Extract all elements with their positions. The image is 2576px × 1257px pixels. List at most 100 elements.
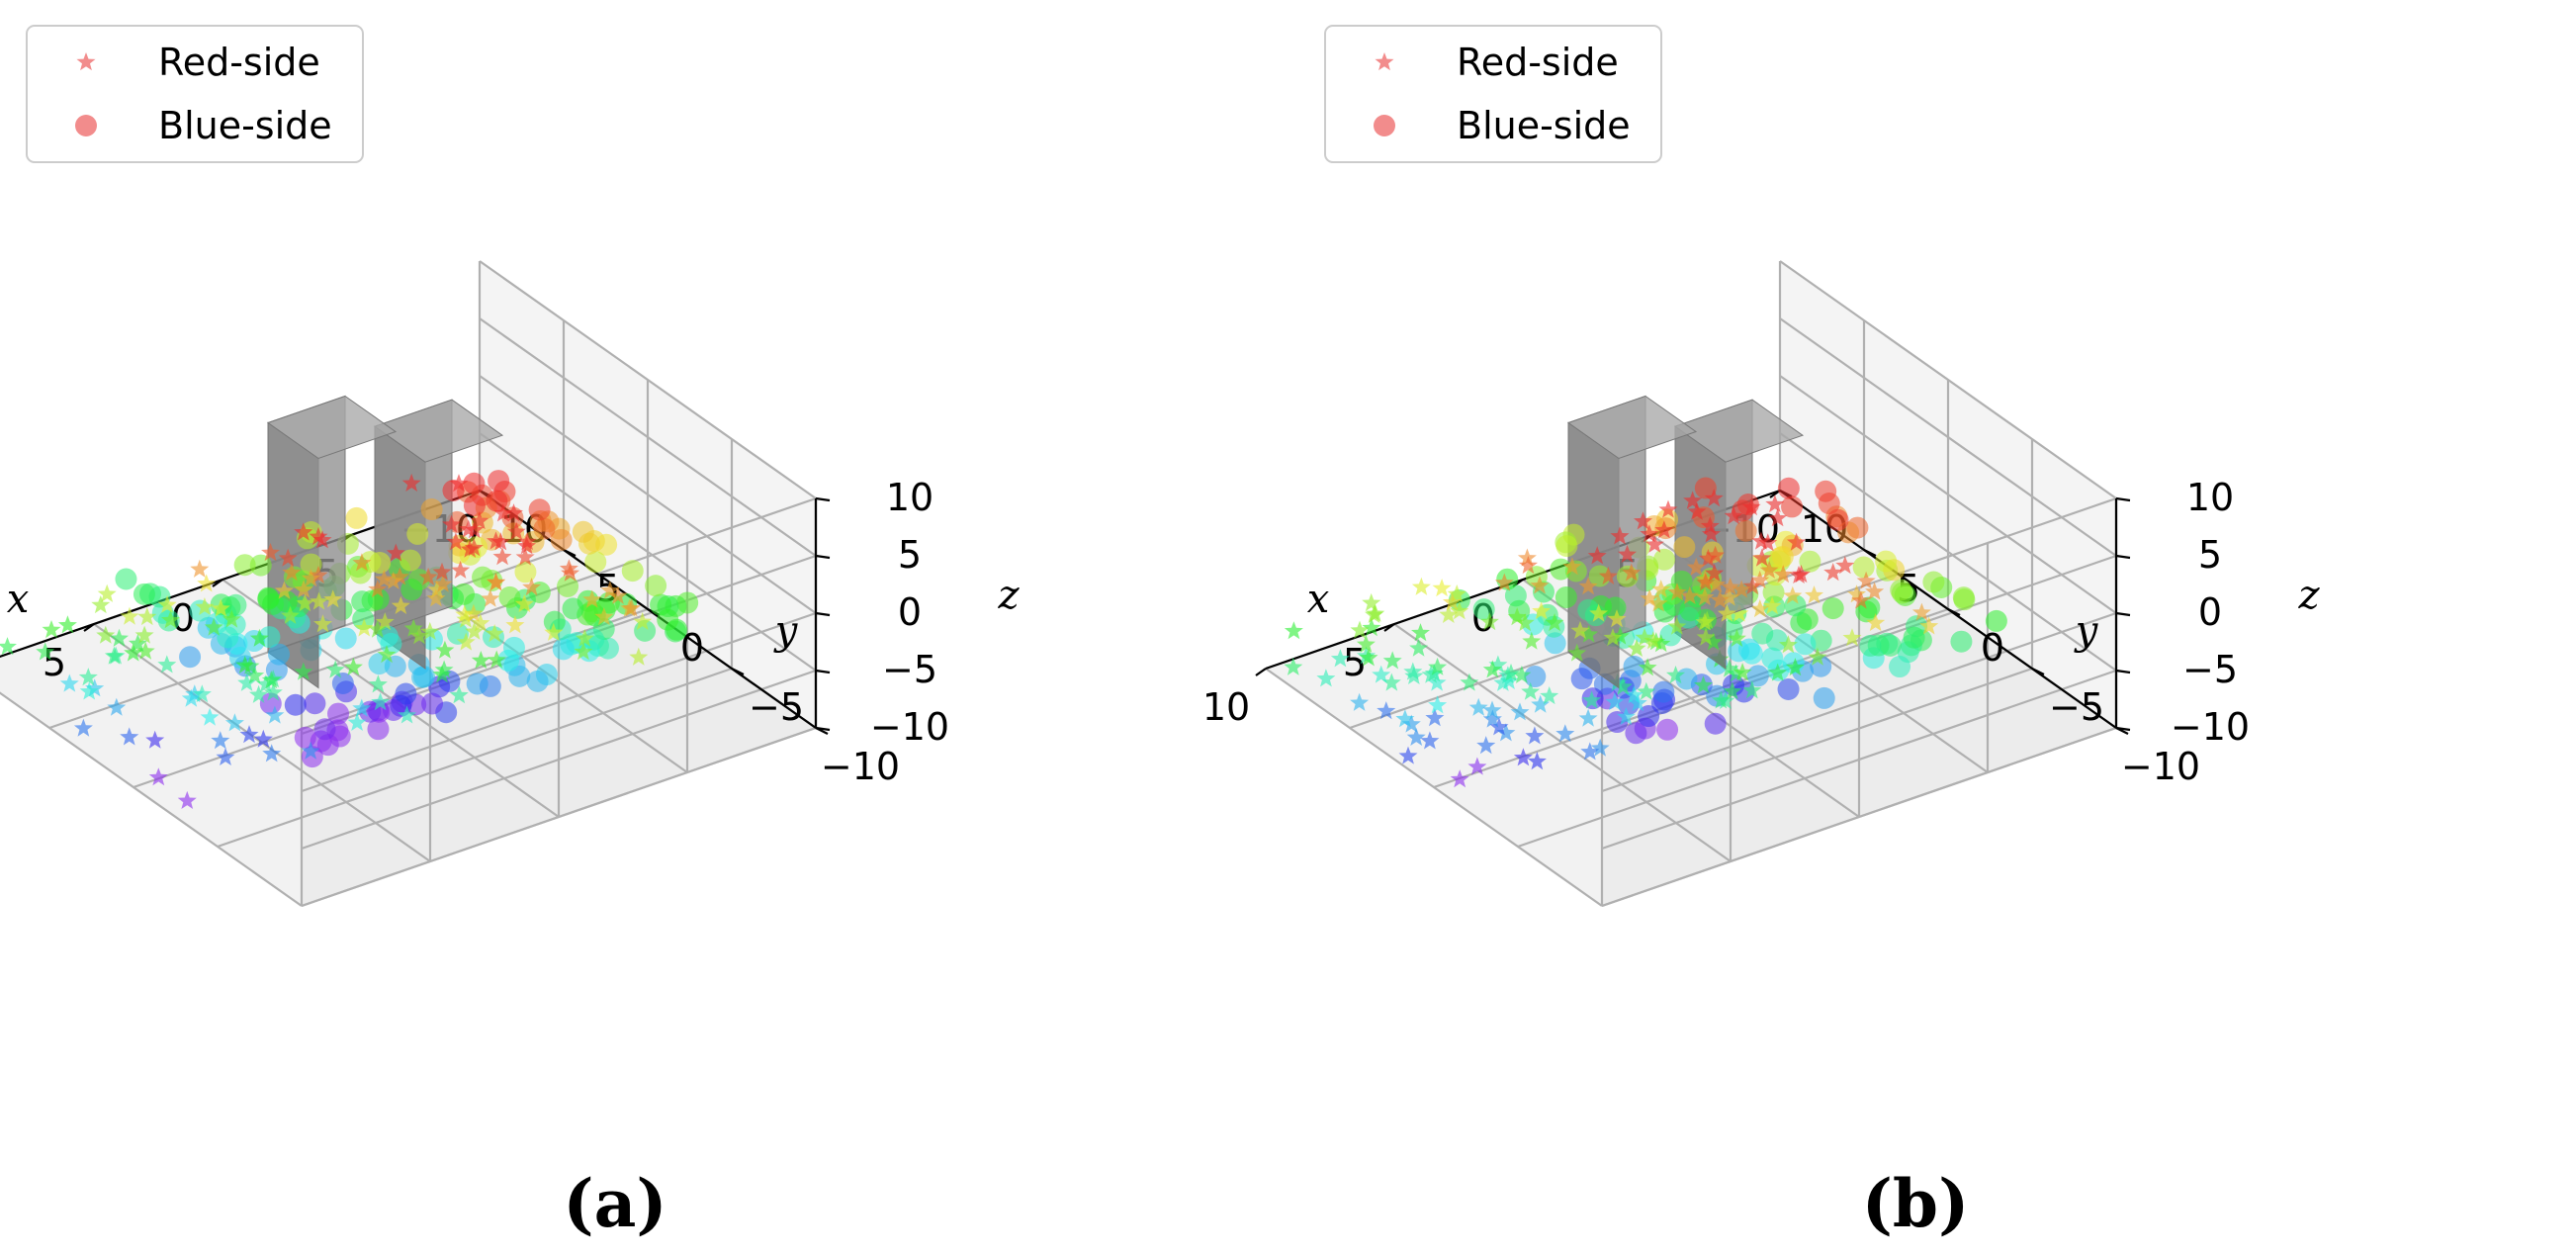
z-tick-mark [2115, 496, 2131, 502]
red-side-point [1666, 666, 1685, 684]
legend-marker [1375, 52, 1394, 71]
red-side-point [1578, 577, 1598, 595]
y-axis-label: y [773, 608, 799, 654]
blue-side-point [497, 649, 520, 672]
red-side-point [1742, 577, 1762, 595]
blue-side-point [1673, 536, 1696, 559]
red-side-point [1695, 612, 1715, 631]
red-side-point [1567, 643, 1587, 662]
red-side-point [1587, 546, 1607, 565]
blue-side-point [257, 587, 280, 610]
red-side-point [559, 559, 578, 578]
z-tick-label: 0 [2198, 590, 2222, 634]
blue-side-point [1813, 686, 1835, 709]
red-side-point [282, 563, 302, 582]
red-side-point [1382, 651, 1402, 670]
legend: Red-side Blue-side [26, 25, 364, 163]
red-side-point [449, 474, 469, 493]
blue-side-point [420, 498, 443, 521]
y-tick-label: −10 [821, 745, 900, 788]
red-side-point [263, 682, 283, 701]
blue-side-point [1952, 586, 1975, 609]
blue-side-point [1903, 626, 1925, 649]
red-side-point [1648, 593, 1668, 612]
red-side-point [1643, 631, 1663, 650]
red-side-point [1752, 548, 1772, 567]
red-side-point [1411, 577, 1431, 595]
red-side-point [1517, 548, 1537, 567]
red-side-point [1835, 556, 1855, 575]
red-side-point [449, 685, 469, 704]
x-tick-mark [212, 579, 223, 587]
red-side-point [1527, 752, 1547, 770]
blue-side-point [498, 585, 521, 608]
y-tick-mark [1947, 608, 1961, 616]
red-side-point [1555, 724, 1575, 743]
blue-side-point [1746, 665, 1769, 687]
red-side-point [1607, 609, 1627, 628]
red-side-point [325, 660, 345, 678]
red-side-point [224, 713, 244, 732]
red-side-point [1562, 557, 1582, 576]
blue-side-point [284, 693, 307, 716]
red-side-point [487, 650, 506, 669]
red-side-point [487, 531, 505, 550]
blue-side-point [526, 670, 549, 692]
red-side-point [1603, 628, 1623, 647]
red-side-point [1720, 587, 1739, 606]
red-side-point [403, 618, 423, 637]
red-side-point [1616, 707, 1636, 726]
subplot-caption: (b) [1862, 1165, 1970, 1242]
red-side-point [1381, 673, 1401, 691]
red-side-point [517, 532, 537, 551]
red-side-point [249, 684, 269, 703]
red-side-point [1851, 590, 1871, 609]
red-side-point [1531, 694, 1551, 713]
red-side-point [124, 643, 143, 662]
blue-side-point [1799, 550, 1821, 573]
red-side-point [493, 503, 513, 522]
red-side-point [1467, 757, 1487, 775]
blue-side-point [1777, 677, 1800, 700]
red-side-point [1823, 563, 1843, 582]
blue-side-point [1815, 480, 1837, 502]
red-side-point [222, 609, 241, 628]
blue-side-point [1472, 598, 1495, 621]
red-side-point [181, 688, 201, 707]
red-side-point [1427, 673, 1447, 691]
red-side-point [1694, 675, 1713, 694]
blue-side-point [1522, 613, 1545, 636]
legend: Red-side Blue-side [1324, 25, 1662, 163]
blue-side-point [1734, 519, 1757, 542]
red-side-point [1724, 506, 1743, 525]
red-side-point [128, 634, 147, 653]
red-side-point [177, 790, 197, 809]
red-side-point [371, 692, 391, 711]
red-side-point [446, 532, 466, 551]
red-side-point [515, 547, 535, 566]
y-tick-mark [2031, 668, 2045, 675]
red-side-point [161, 610, 180, 629]
red-side-point [1398, 746, 1418, 764]
red-side-point [1482, 700, 1502, 719]
blue-side-point [1704, 712, 1727, 735]
red-side-point [1618, 544, 1637, 563]
red-side-point [1680, 585, 1700, 604]
red-side-point [1359, 648, 1378, 667]
red-side-point [1785, 658, 1805, 676]
blue-side-point [1985, 609, 2007, 632]
red-side-point [1667, 616, 1687, 635]
red-side-point [274, 581, 294, 599]
red-side-point [432, 665, 452, 683]
red-side-point [629, 647, 649, 666]
red-side-point [1489, 717, 1509, 736]
red-side-point [309, 526, 328, 545]
red-side-point [1783, 585, 1803, 604]
red-side-point [216, 747, 235, 765]
blue-side-point [1555, 535, 1578, 558]
blue-side-point [376, 625, 399, 648]
z-axis-label: z [997, 573, 1020, 618]
red-side-point [1640, 588, 1659, 607]
red-side-point [1365, 604, 1383, 623]
